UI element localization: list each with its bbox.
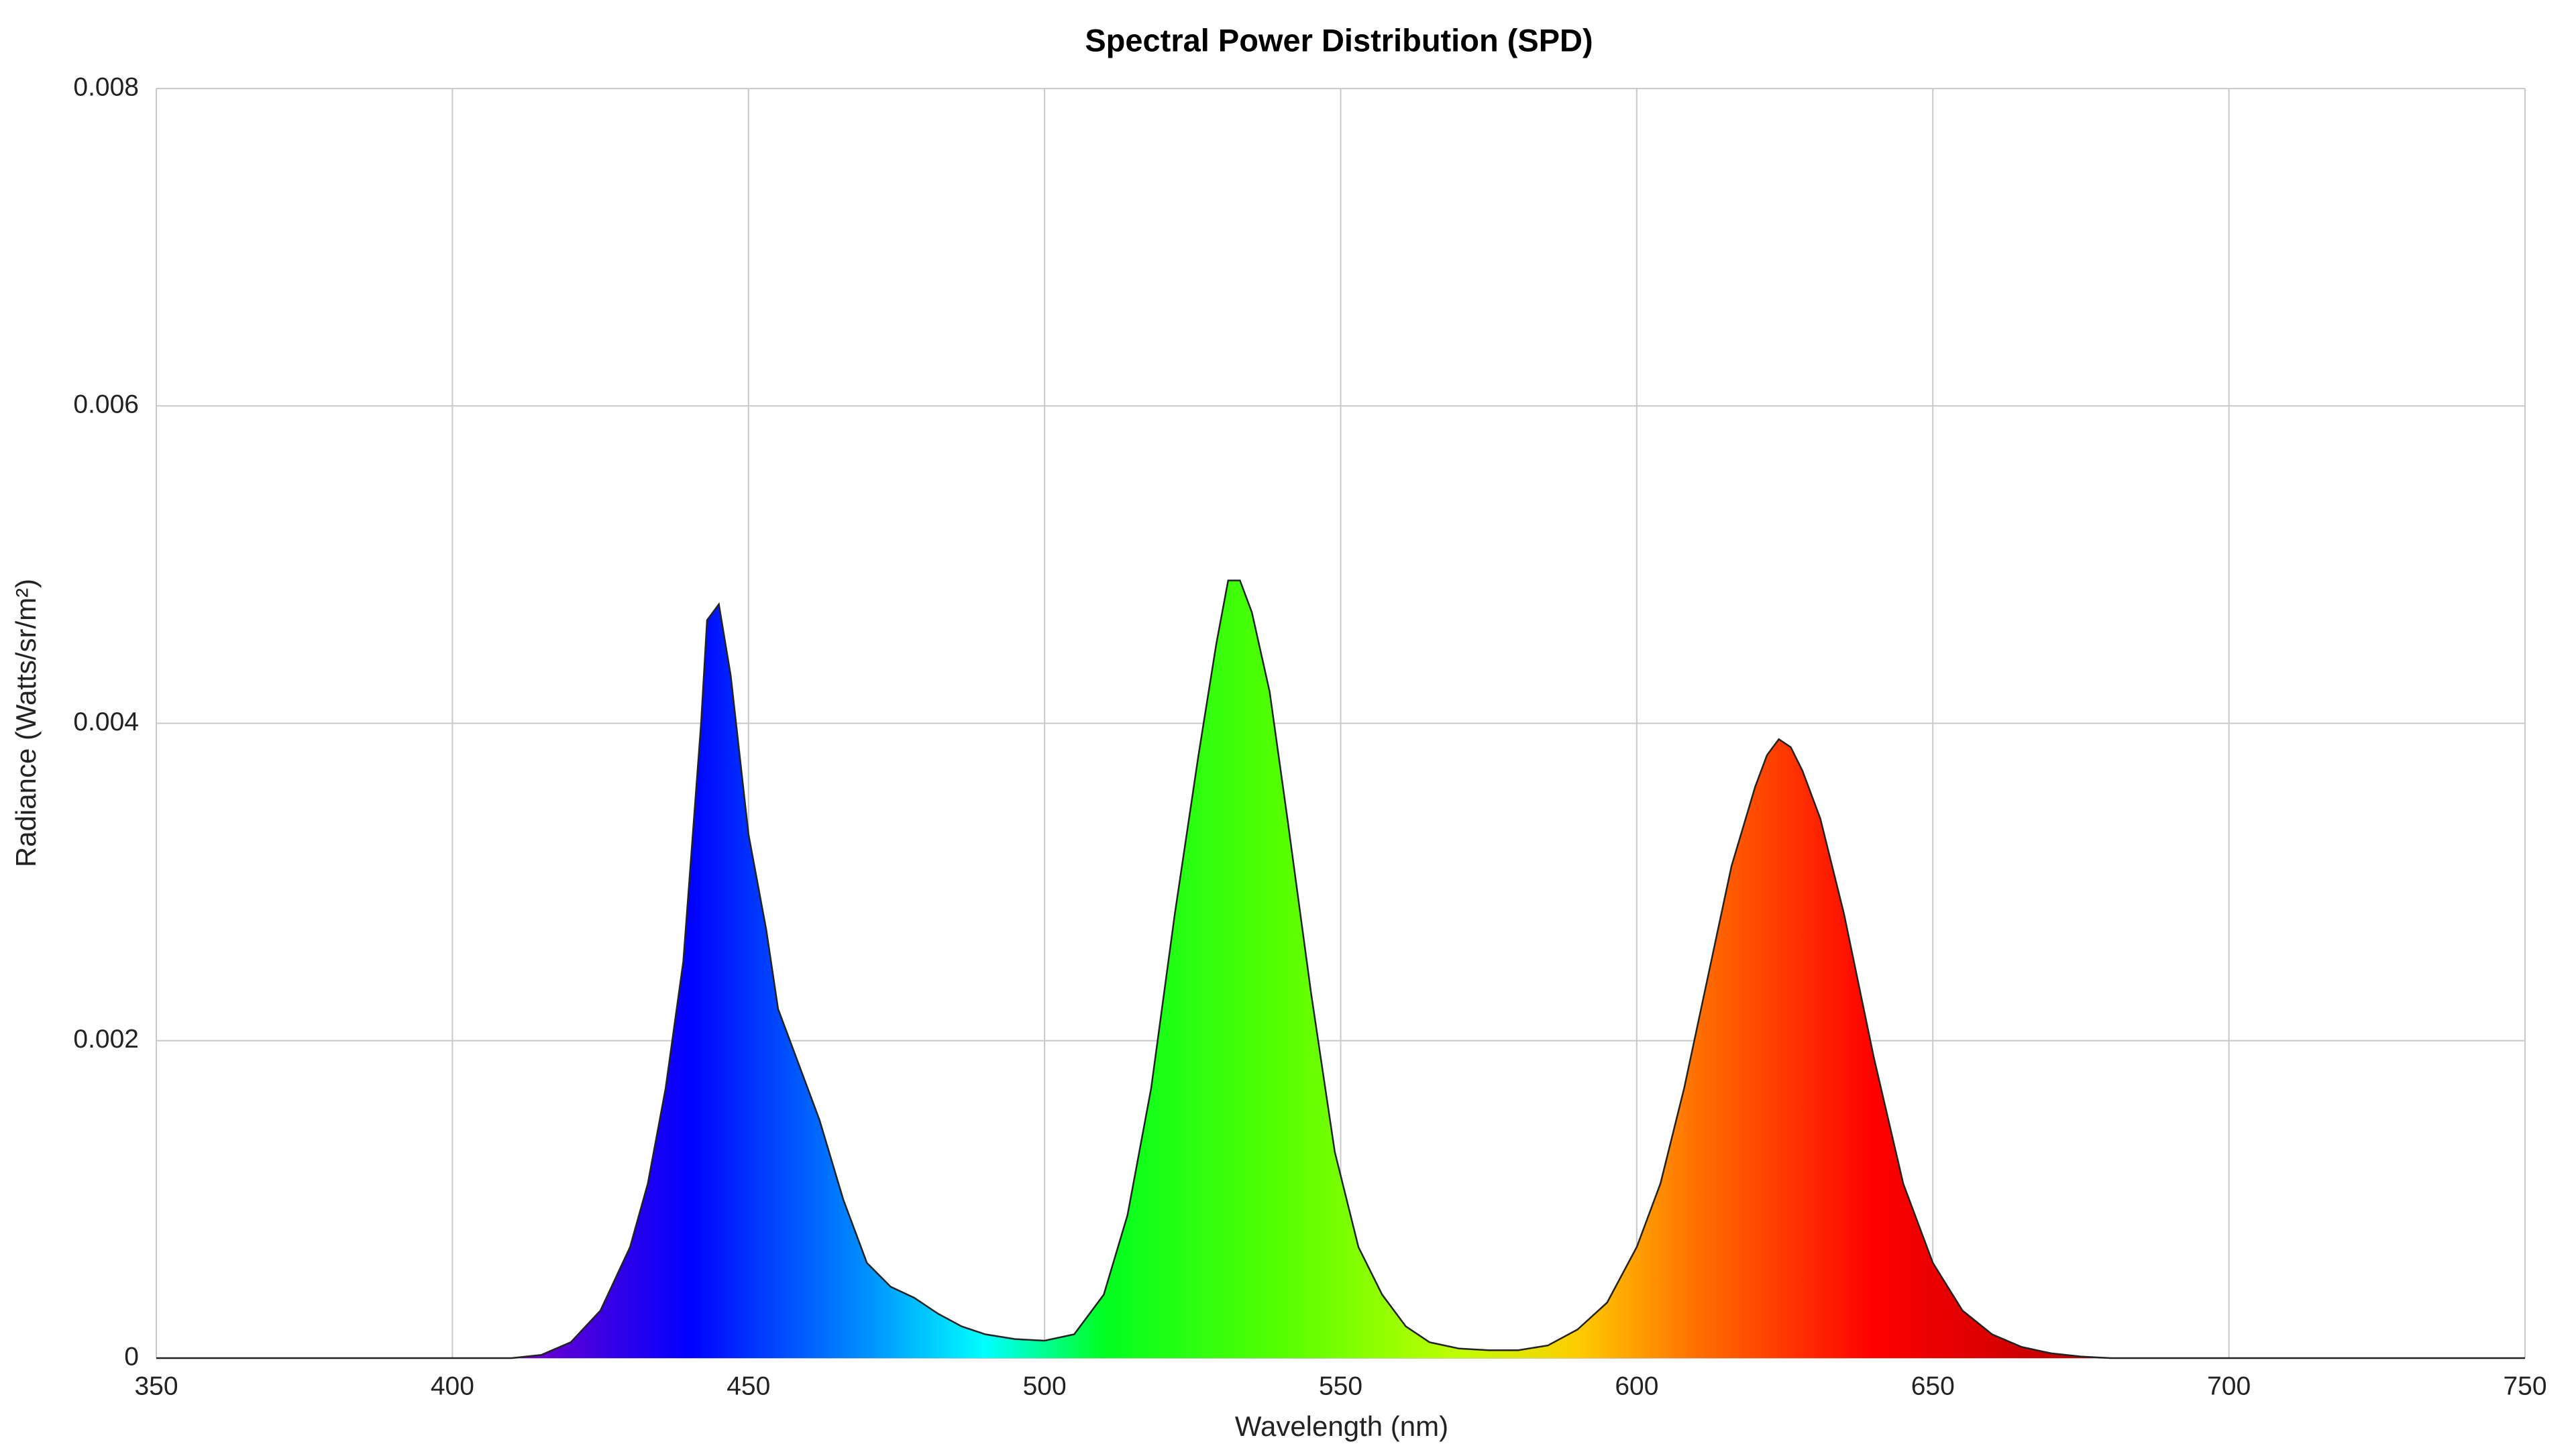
y-tick-label: 0.008 <box>73 72 139 101</box>
area-fill <box>156 580 2525 1358</box>
y-axis-label: Radiance (Watts/sr/m²) <box>10 579 42 867</box>
x-tick-label: 700 <box>2207 1372 2251 1400</box>
x-tick-label: 400 <box>431 1372 474 1400</box>
x-tick-label: 450 <box>727 1372 770 1400</box>
y-tick-label: 0.006 <box>73 390 139 419</box>
x-tick-label: 750 <box>2503 1372 2546 1400</box>
x-axis-label: Wavelength (nm) <box>1235 1410 1448 1442</box>
x-tick-label: 550 <box>1319 1372 1362 1400</box>
x-tick-label: 650 <box>1911 1372 1955 1400</box>
y-tick-label: 0.002 <box>73 1025 139 1054</box>
x-tick-label: 500 <box>1023 1372 1067 1400</box>
area-line <box>156 579 2525 1359</box>
x-tick-label: 350 <box>134 1372 178 1400</box>
x-tick-label: 600 <box>1615 1372 1658 1400</box>
chart-title: Spectral Power Distribution (SPD) <box>1085 22 1593 58</box>
y-tick-label: 0 <box>124 1342 139 1371</box>
y-tick-label: 0.004 <box>73 708 139 736</box>
